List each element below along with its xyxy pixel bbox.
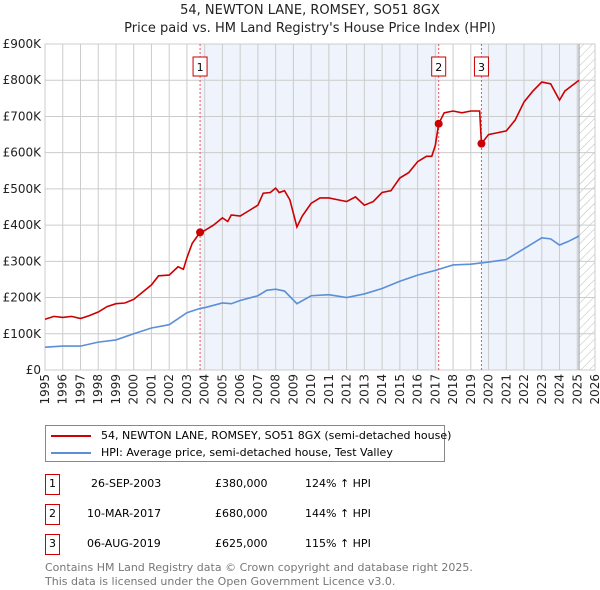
x-tick-label: 2018 bbox=[446, 374, 460, 405]
footer-licence: This data is licensed under the Open Gov… bbox=[45, 575, 396, 588]
x-tick-label: 2010 bbox=[304, 374, 318, 405]
x-tick-label: 1996 bbox=[56, 374, 70, 405]
sale-label: 2 bbox=[435, 61, 442, 74]
x-tick-label: 2026 bbox=[588, 374, 600, 405]
x-tick-label: 2005 bbox=[215, 374, 229, 405]
future-hatch bbox=[579, 44, 595, 370]
y-tick-label: £500K bbox=[3, 182, 43, 196]
sale-label: 3 bbox=[478, 61, 485, 74]
x-tick-label: 1997 bbox=[73, 374, 87, 405]
x-tick-label: 2003 bbox=[180, 374, 194, 405]
footer-copyright: Contains HM Land Registry data © Crown c… bbox=[45, 561, 473, 574]
x-tick-label: 2025 bbox=[570, 374, 584, 405]
shaded-period bbox=[481, 44, 580, 370]
shaded-period bbox=[200, 44, 439, 370]
x-tick-label: 2016 bbox=[411, 374, 425, 405]
sale-price: £380,000 bbox=[215, 477, 268, 490]
y-tick-label: £400K bbox=[3, 218, 43, 232]
sale-label-box bbox=[473, 56, 489, 77]
sale-date: 10-MAR-2017 bbox=[87, 507, 162, 520]
sale-hpi-change: 124% ↑ HPI bbox=[305, 477, 371, 490]
series-line bbox=[44, 235, 580, 348]
sale-label-box bbox=[192, 56, 208, 77]
x-tick-label: 2007 bbox=[251, 374, 265, 405]
sale-point bbox=[196, 228, 205, 237]
x-tick-label: 2019 bbox=[464, 374, 478, 405]
y-tick-label: £900K bbox=[3, 37, 43, 51]
sale-hpi-change: 144% ↑ HPI bbox=[305, 507, 371, 520]
x-tick-label: 2009 bbox=[286, 374, 300, 405]
sale-date: 06-AUG-2019 bbox=[87, 537, 161, 550]
x-tick-label: 2002 bbox=[162, 374, 176, 405]
sale-price: £625,000 bbox=[215, 537, 268, 550]
legend-item-property: 54, NEWTON LANE, ROMSEY, SO51 8GX (semi-… bbox=[46, 427, 451, 444]
chart-title: 54, NEWTON LANE, ROMSEY, SO51 8GX bbox=[180, 3, 440, 18]
x-tick-label: 2020 bbox=[482, 374, 496, 405]
x-tick-label: 2011 bbox=[322, 374, 336, 405]
plot-frame bbox=[44, 43, 596, 371]
y-tick-label: £100K bbox=[3, 327, 43, 341]
x-tick-label: 2006 bbox=[233, 374, 247, 405]
x-tick-label: 1998 bbox=[91, 374, 105, 405]
x-tick-label: 2012 bbox=[340, 374, 354, 405]
sale-price: £680,000 bbox=[215, 507, 268, 520]
chart-subtitle: Price paid vs. HM Land Registry's House … bbox=[124, 21, 496, 36]
y-tick-label: £200K bbox=[3, 291, 43, 305]
x-tick-label: 1995 bbox=[38, 374, 52, 405]
x-tick-label: 2017 bbox=[428, 374, 442, 405]
x-tick-label: 2022 bbox=[517, 374, 531, 405]
sale-date: 26-SEP-2003 bbox=[91, 477, 162, 490]
x-tick-label: 2008 bbox=[269, 374, 283, 405]
x-tick-label: 2021 bbox=[499, 374, 513, 405]
y-tick-label: £700K bbox=[3, 109, 43, 123]
x-tick-label: 2024 bbox=[553, 374, 567, 405]
sale-number-box: 2 bbox=[45, 504, 60, 525]
x-tick-label: 2014 bbox=[375, 374, 389, 405]
x-tick-label: 2004 bbox=[198, 374, 212, 405]
legend-swatch bbox=[51, 434, 91, 437]
sale-label: 1 bbox=[197, 61, 204, 74]
legend-swatch bbox=[51, 451, 91, 454]
x-tick-label: 2023 bbox=[535, 374, 549, 405]
sale-hpi-change: 115% ↑ HPI bbox=[305, 537, 371, 550]
sale-point bbox=[477, 139, 486, 148]
legend-label: 54, NEWTON LANE, ROMSEY, SO51 8GX (semi-… bbox=[101, 429, 452, 442]
y-tick-label: £0 bbox=[26, 363, 41, 377]
x-tick-label: 2000 bbox=[127, 374, 141, 405]
price-chart: 54, NEWTON LANE, ROMSEY, SO51 8GX Price … bbox=[3, 3, 600, 405]
x-tick-label: 1999 bbox=[109, 374, 123, 405]
sale-point bbox=[434, 119, 443, 128]
x-tick-label: 2013 bbox=[357, 374, 371, 405]
sale-label-box bbox=[431, 56, 447, 77]
y-tick-label: £600K bbox=[3, 146, 43, 160]
sale-number-box: 1 bbox=[45, 474, 60, 495]
legend: 54, NEWTON LANE, ROMSEY, SO51 8GX (semi-… bbox=[45, 425, 451, 462]
y-tick-label: £800K bbox=[3, 73, 43, 87]
y-tick-label: £300K bbox=[3, 254, 43, 268]
sale-number-box: 3 bbox=[45, 534, 60, 555]
x-tick-label: 2015 bbox=[393, 374, 407, 405]
legend-item-hpi: HPI: Average price, semi-detached house,… bbox=[46, 444, 393, 461]
legend-label: HPI: Average price, semi-detached house,… bbox=[101, 446, 393, 459]
x-tick-label: 2001 bbox=[144, 374, 158, 405]
